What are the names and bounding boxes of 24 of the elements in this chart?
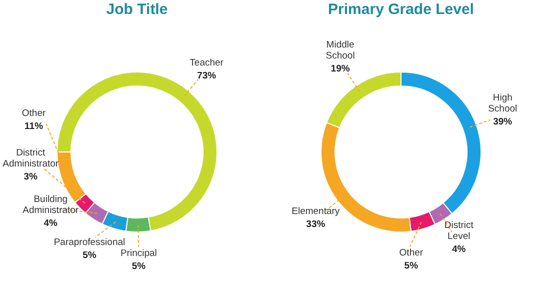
data-label: 5% — [132, 260, 146, 272]
slice-label: Paraprofessional — [54, 236, 126, 248]
data-label: 11% — [24, 121, 44, 132]
data-label: 39% — [493, 116, 513, 128]
slice-label: Other — [399, 248, 424, 259]
data-label: 73% — [197, 70, 217, 82]
slice-label: Teacher — [190, 57, 224, 68]
slice-label: Middle School — [326, 40, 355, 62]
slice-label: Building Administrator — [22, 194, 79, 216]
chart-title: Job Title — [106, 1, 168, 18]
slice-label: Other — [22, 108, 46, 120]
data-label: 19% — [330, 64, 350, 75]
slice-label: District Level — [444, 220, 474, 242]
data-label: 5% — [404, 260, 419, 272]
slice-label: District Administrator — [2, 148, 59, 170]
data-label: 3% — [24, 172, 38, 183]
slice-label: Elementary — [292, 206, 340, 218]
data-label: 5% — [82, 250, 97, 261]
slice-label: High School — [488, 92, 518, 114]
chart-title: Primary Grade Level — [328, 1, 474, 18]
slice-label: Principal — [120, 248, 157, 259]
data-label: 4% — [44, 218, 58, 229]
data-label: 33% — [306, 219, 326, 230]
data-label: 4% — [452, 244, 466, 256]
